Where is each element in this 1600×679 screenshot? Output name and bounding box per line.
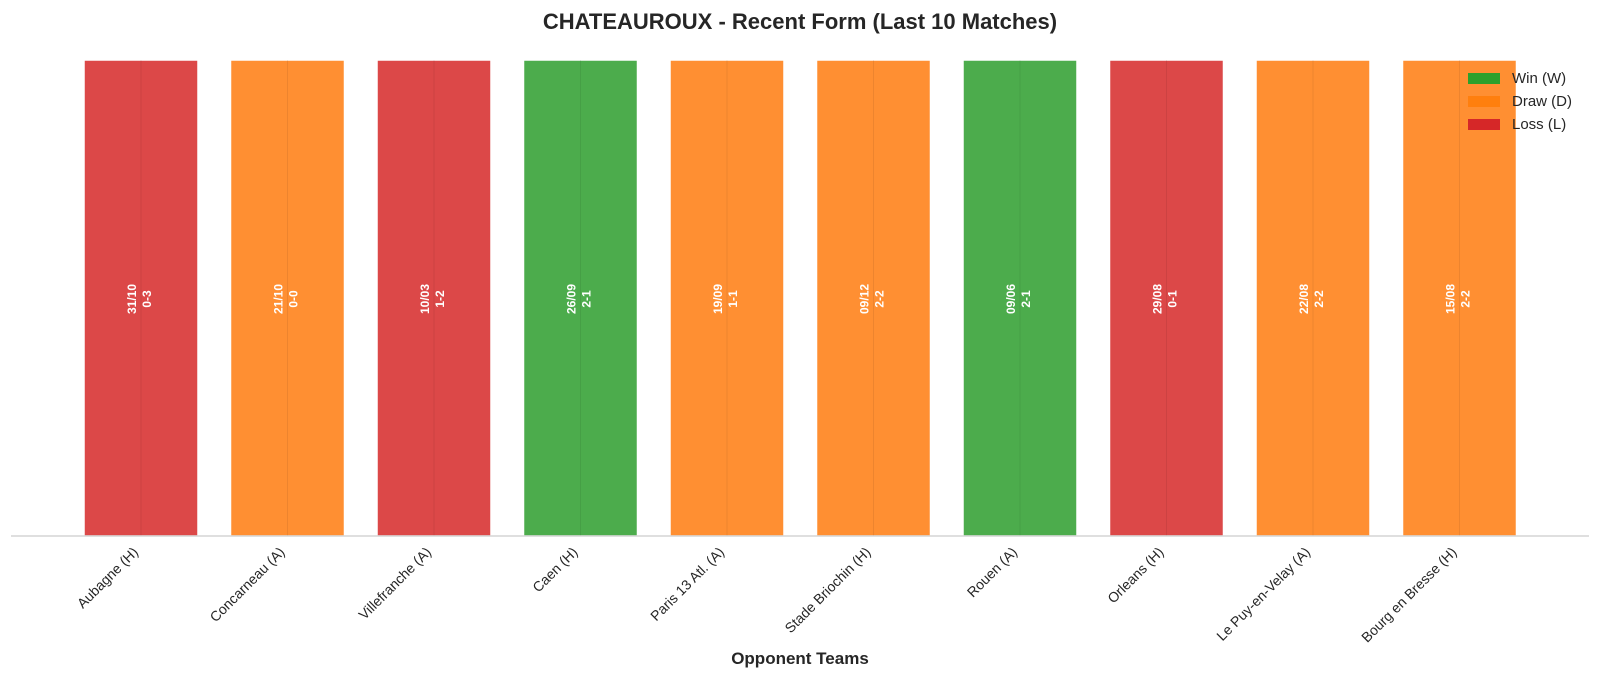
- bar-date-label: 21/10: [272, 284, 286, 314]
- x-tick-label: Caen (H): [529, 544, 580, 595]
- bar-score-label: 2-2: [1459, 290, 1473, 308]
- x-tick-label: Bourg en Bresse (H): [1358, 544, 1460, 646]
- bar-5: [669, 59, 785, 537]
- bar-1: [83, 59, 199, 537]
- x-tick-label: Orleans (H): [1104, 544, 1166, 606]
- bar-date-label: 09/12: [858, 284, 872, 314]
- bar-score-label: 2-1: [580, 290, 594, 308]
- x-tick-label: Stade Briochin (H): [781, 544, 873, 636]
- bar-4: [522, 59, 639, 537]
- bar-date-label: 19/09: [711, 284, 725, 314]
- bars-group: 31/10 0-3 21/10 0-0 10/03 1-2 26/09 2-1 19/09 1-1…: [83, 59, 1518, 537]
- x-tick-label: Villefranche (A): [355, 544, 434, 623]
- legend-label-d: Draw (D): [1512, 93, 1572, 110]
- legend-swatch-l: [1468, 119, 1500, 130]
- x-tick-label: Paris 13 Atl. (A): [647, 544, 727, 624]
- bar-score-label: 1-1: [726, 290, 740, 308]
- bar-10: [1401, 59, 1518, 537]
- bar-date-label: 15/08: [1444, 284, 1458, 314]
- bar-date-label: 10/03: [418, 284, 432, 314]
- x-axis-label: Opponent Teams: [731, 649, 869, 668]
- bar-7: [962, 59, 1078, 537]
- bar-date-label: 31/10: [125, 284, 139, 314]
- chart-title: CHATEAUROUX - Recent Form (Last 10 Match…: [543, 9, 1057, 34]
- bar-score-label: 2-1: [1019, 290, 1033, 308]
- x-tick-label: Concarneau (A): [206, 544, 287, 625]
- bar-3: [376, 59, 492, 537]
- bar-date-label: 29/08: [1151, 284, 1165, 314]
- legend-label-w: Win (W): [1512, 70, 1566, 87]
- legend-swatch-d: [1468, 96, 1500, 107]
- bar-score-label: 2-2: [873, 290, 887, 308]
- bar-score-label: 1-2: [433, 290, 447, 308]
- legend: Win (W) Draw (D) Loss (L): [1468, 70, 1572, 133]
- bar-date-label: 09/06: [1004, 284, 1018, 314]
- bar-date-label: 26/09: [565, 284, 579, 314]
- bar-date-label: 22/08: [1297, 284, 1311, 314]
- bar-score-label: 0-3: [140, 290, 154, 308]
- x-tick-label: Le Puy-en-Velay (A): [1213, 544, 1313, 644]
- x-ticks-group: Aubagne (H) Concarneau (A) Villefranche (A…: [74, 544, 1460, 646]
- bar-score-label: 2-2: [1312, 290, 1326, 308]
- bar-score-label: 0-1: [1166, 290, 1180, 308]
- bar-8: [1108, 59, 1225, 537]
- x-tick-label: Rouen (A): [964, 544, 1020, 600]
- bar-score-label: 0-0: [287, 290, 301, 308]
- bar-2: [229, 59, 346, 537]
- x-tick-label: Aubagne (H): [74, 544, 141, 611]
- legend-swatch-w: [1468, 73, 1500, 84]
- legend-label-l: Loss (L): [1512, 116, 1566, 133]
- bar-6: [815, 59, 932, 537]
